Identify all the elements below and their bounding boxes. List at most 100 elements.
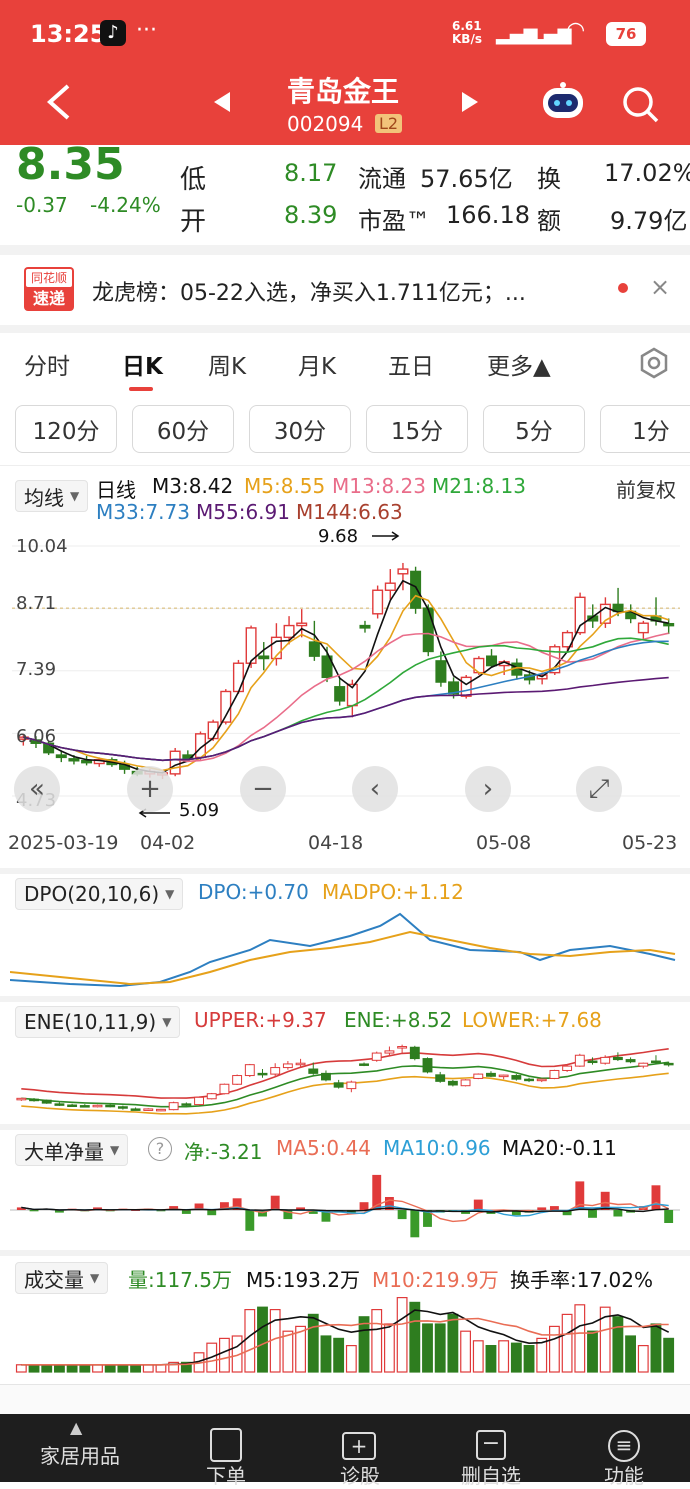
ene-candle-body [244, 1064, 255, 1077]
functions-icon[interactable]: ≡ [608, 1430, 640, 1462]
ene-candle-body [206, 1093, 217, 1100]
volume-bar [28, 1364, 40, 1373]
news-text: 龙虎榜：05-22入选，净买入1.711亿元；... [92, 281, 526, 306]
tiktok-icon: ♪ [100, 20, 126, 46]
settings-icon[interactable] [638, 347, 670, 379]
volume-bar [358, 1316, 370, 1373]
volume-value: 量:117.5万 [128, 1268, 232, 1292]
tab-five-day[interactable]: 五日 [388, 354, 434, 380]
volume-bar [257, 1306, 268, 1373]
ma-m21: M21:8.13 [432, 474, 526, 498]
interval-60m[interactable]: 60分 [132, 405, 234, 453]
help-icon[interactable]: ? [148, 1137, 172, 1161]
big-order-bar [308, 1210, 318, 1214]
tab-more[interactable]: 更多▲ [487, 354, 551, 380]
big-order-bar [549, 1206, 559, 1210]
divider [0, 996, 690, 1002]
big-order-ma20-line [21, 1206, 669, 1213]
volume-selector[interactable]: 成交量 ▼ [15, 1262, 109, 1294]
candle-body [460, 676, 472, 697]
next-stock-icon[interactable] [460, 92, 478, 112]
diagnose-button[interactable]: 诊股 [340, 1464, 380, 1488]
ene-candle-body [460, 1079, 471, 1087]
close-icon[interactable]: × [650, 273, 671, 301]
ene-upper-line [21, 1048, 669, 1099]
ene-candle-body [29, 1098, 39, 1102]
candle-body [245, 627, 257, 664]
big-order-bar [588, 1210, 597, 1218]
functions-button[interactable]: 功能 [604, 1464, 644, 1488]
candle-body [68, 758, 80, 762]
ene-candle-body [536, 1078, 547, 1082]
period-tabs: 分时 日K 周K 月K 五日 更多▲ [0, 333, 690, 393]
remove-watchlist-icon[interactable]: − [476, 1430, 506, 1460]
big-order-bar [207, 1210, 217, 1216]
interval-15m[interactable]: 15分 [366, 405, 468, 453]
interval-5m[interactable]: 5分 [483, 405, 585, 453]
volume-bar [104, 1364, 116, 1373]
stock-name: 青岛金王 [287, 75, 400, 108]
back-icon[interactable] [44, 84, 74, 120]
step-back-icon[interactable]: ‹ [352, 766, 398, 812]
ene-candle-body [359, 1063, 369, 1066]
ene-candle-body [524, 1078, 534, 1082]
tab-monthly-k[interactable]: 月K [298, 354, 337, 380]
quote-panel: 8.35 -0.37 -4.24% 低 8.17 开 8.39 流通 57.65… [0, 139, 690, 245]
ene-candle-body [54, 1103, 65, 1106]
candle-body [283, 624, 295, 639]
prev-stock-icon[interactable] [214, 92, 232, 112]
order-icon[interactable] [210, 1428, 242, 1462]
ma-selector[interactable]: 均线 ▼ [15, 480, 89, 512]
candle-body [55, 754, 67, 759]
dpo-chart [10, 912, 676, 988]
l2-badge[interactable]: L2 [375, 114, 403, 133]
candle-body [207, 721, 219, 740]
ene-candle-body [105, 1104, 116, 1108]
kline-svg [12, 531, 680, 818]
interval-30m[interactable]: 30分 [249, 405, 351, 453]
collapse-arrow-icon[interactable]: ▲ [70, 1418, 83, 1437]
ene-candle-body [486, 1072, 496, 1077]
scroll-left-icon[interactable]: « [14, 766, 60, 812]
zoom-out-icon[interactable]: − [240, 766, 286, 812]
nav-header: 青岛金王 002094 L2 [0, 68, 690, 145]
remove-watchlist-button[interactable]: 删自选 [461, 1464, 521, 1488]
adjust-mode[interactable]: 前复权 [616, 478, 676, 502]
ene-candle-body [371, 1052, 382, 1061]
robot-assistant-icon[interactable] [540, 82, 586, 122]
step-forward-icon[interactable]: › [465, 766, 511, 812]
volume-bar [371, 1309, 383, 1373]
volume-bar [485, 1344, 497, 1373]
float-value: 57.65亿 [420, 165, 513, 193]
status-time: 13:25 [30, 20, 107, 48]
ene-candle-body [92, 1104, 103, 1108]
order-button[interactable]: 下单 [206, 1464, 246, 1488]
interval-1m[interactable]: 1分 [600, 405, 690, 453]
price-change: -0.37 [16, 193, 68, 217]
news-ticker[interactable]: 同花顺 速递 龙虎榜：05-22入选，净买入1.711亿元；... × [0, 255, 690, 325]
zoom-in-icon[interactable]: + [127, 766, 173, 812]
dpo-value: DPO:+0.70 [198, 880, 309, 904]
ene-selector[interactable]: ENE(10,11,9) ▼ [15, 1006, 181, 1038]
volume-bar [447, 1313, 459, 1373]
volume-m5: M5:193.2万 [246, 1268, 360, 1292]
interval-120m[interactable]: 120分 [15, 405, 117, 453]
kline-chart[interactable]: 10.04 8.71 7.39 6.06 4.73 9.68 5.09 2025… [0, 526, 690, 862]
diagnose-icon[interactable]: + [342, 1432, 376, 1460]
tab-daily-k[interactable]: 日K [122, 354, 163, 380]
tab-weekly-k[interactable]: 周K [208, 354, 247, 380]
big-order-bar [410, 1210, 420, 1238]
big-order-selector[interactable]: 大单净量 ▼ [15, 1134, 129, 1166]
search-icon[interactable] [622, 86, 660, 124]
tab-fenshi[interactable]: 分时 [24, 354, 70, 380]
candle-body [372, 589, 384, 615]
volume-bar [117, 1364, 129, 1373]
ene-candle-body [295, 1062, 306, 1066]
fullscreen-icon[interactable]: ⤢ [576, 766, 622, 812]
dpo-selector[interactable]: DPO(20,10,6) ▼ [15, 878, 184, 910]
volume-bar [66, 1364, 78, 1373]
open-label: 开 [180, 207, 207, 237]
candle-body [81, 759, 93, 764]
sector-label[interactable]: 家居用品 [40, 1444, 120, 1468]
big-order-ma5: MA5:0.44 [276, 1136, 371, 1160]
